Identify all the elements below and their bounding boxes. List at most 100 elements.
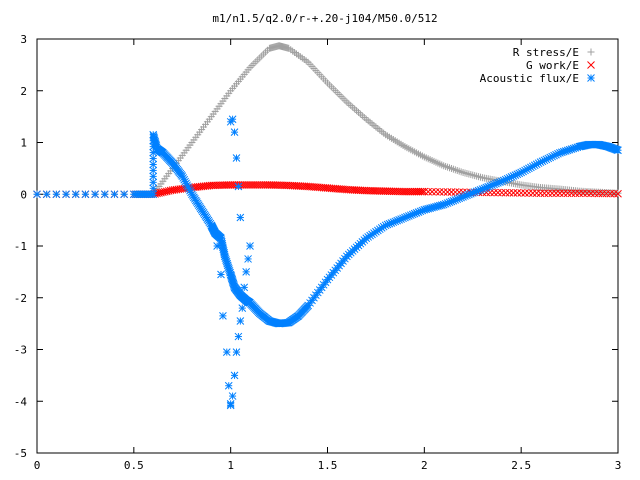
data-point [262,48,270,56]
data-point [240,283,249,292]
data-point [261,181,270,189]
data-point [224,381,233,390]
data-point [251,181,260,189]
y-tick-label: -1 [14,240,27,253]
data-point [256,54,264,62]
data-point [376,126,384,134]
data-point [228,115,237,124]
plot-frame [36,38,619,454]
data-point [525,189,533,197]
data-point [248,181,256,189]
data-point [412,187,421,196]
data-point [120,190,129,199]
data-point [513,189,522,197]
data-point [540,189,549,198]
x-tick-label: 1.5 [318,459,338,472]
data-point [327,83,335,91]
data-point [234,182,243,191]
data-point [230,181,239,189]
data-point [432,187,440,196]
data-point [52,190,61,199]
data-point [71,190,80,199]
data-point [253,181,262,189]
y-axis: -5 -4 -3 -2 -1 0 1 2 3 [14,33,618,460]
data-point [439,188,448,196]
data-point [501,188,510,197]
data-point [579,189,587,198]
data-point [587,189,595,198]
data-point [509,188,518,197]
data-point [260,50,268,58]
data-point [528,189,537,197]
data-point [236,317,245,325]
data-point [228,181,237,189]
data-point [33,190,41,199]
data-point [230,128,239,137]
series-3 [213,115,254,410]
data-point [236,213,245,222]
data-point [370,121,378,129]
legend-label: Acoustic flux/E [480,72,579,85]
data-point [255,181,264,189]
data-point [217,270,225,279]
data-point [368,120,376,128]
data-point [428,187,436,196]
data-point [614,189,622,198]
legend-marker [587,48,595,56]
data-point [224,181,233,189]
data-point [149,172,158,181]
data-point [242,181,251,189]
data-point [259,181,268,189]
data-point [424,187,433,196]
data-point [238,304,247,312]
y-tick-label: 3 [20,33,27,46]
data-point [372,123,380,131]
data-point [598,189,607,198]
data-point [410,187,419,196]
data-point [331,87,339,95]
x-tick-label: 1 [227,459,234,472]
data-point [234,332,243,341]
data-point [149,190,158,199]
legend-marker [587,74,595,82]
data-point [250,60,258,68]
x-tick-label: 2.5 [511,459,531,472]
legend-label: G work/E [526,59,579,72]
data-point [583,189,591,198]
data-point [463,170,471,178]
data-point [366,118,374,126]
data-point [473,172,481,180]
data-point [360,114,368,122]
data-point [329,85,337,93]
data-point [149,166,158,175]
data-point [42,190,51,199]
data-point [606,189,615,198]
data-point [257,181,266,189]
data-point [242,268,251,276]
data-point [345,100,353,108]
data-point [469,171,477,179]
data-point [416,187,425,196]
data-point [517,189,526,197]
data-point [559,189,568,198]
y-tick-label: 2 [20,85,27,98]
data-point [536,189,545,198]
data-point [250,181,258,189]
data-point [610,189,618,198]
data-point [594,189,603,198]
series-1 [33,181,622,199]
data-point [614,146,622,155]
data-point [343,98,351,106]
data-point [353,107,361,115]
data-point [364,117,372,125]
data-point [333,89,341,97]
data-point [219,312,227,320]
data-point [228,392,237,400]
data-point [414,187,423,196]
data-point [590,189,599,198]
data-point [443,188,452,196]
data-point [418,187,427,196]
data-point [521,189,529,197]
data-point [544,189,553,198]
y-tick-label: -5 [14,447,27,460]
